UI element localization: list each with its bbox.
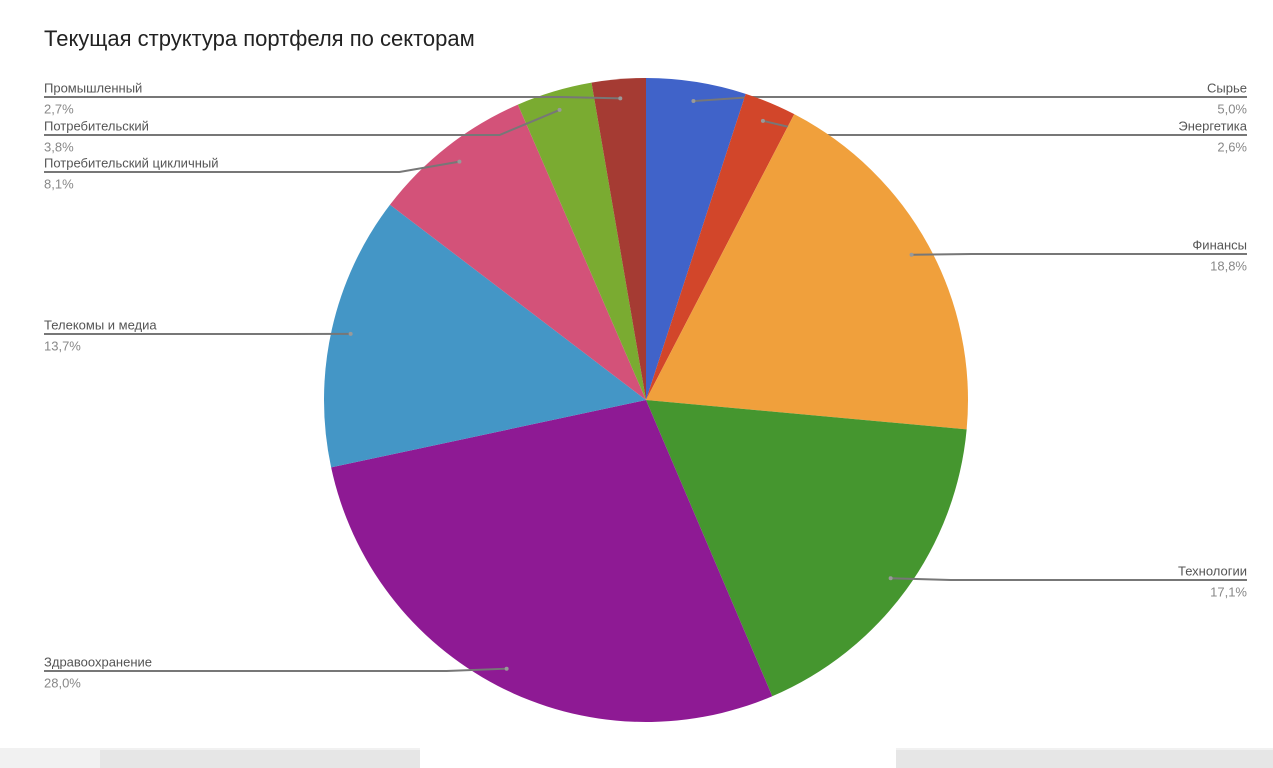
slice-value-label: 13,7% — [44, 338, 81, 353]
slice-label: Сырье — [1207, 80, 1247, 95]
pie-slice — [591, 78, 646, 400]
pie-slice — [646, 400, 967, 697]
pie-slice — [646, 93, 795, 400]
slice-label: Телекомы и медиа — [44, 317, 157, 332]
leader-dot — [457, 159, 462, 164]
pie-slice — [646, 78, 746, 400]
chart-title: Текущая структура портфеля по секторам — [44, 26, 475, 51]
slice-value-label: 28,0% — [44, 675, 81, 690]
slice-label: Технологии — [1178, 563, 1247, 578]
leader-dot — [888, 576, 893, 581]
leader-line — [890, 577, 1247, 581]
leader-dot — [348, 331, 353, 336]
leader-dot — [557, 107, 562, 112]
pie-slice — [517, 82, 646, 401]
pie-slice — [331, 400, 773, 722]
leader-line — [44, 109, 560, 136]
pie-slice — [389, 104, 646, 401]
slice-label: Здравоохранение — [44, 654, 152, 669]
slice-value-label: 2,6% — [1217, 139, 1247, 154]
leader-dot — [760, 118, 765, 123]
tab — [100, 750, 420, 768]
slice-value-label: 8,1% — [44, 176, 74, 191]
slice-label: Энергетика — [1178, 118, 1247, 133]
tab-active — [420, 748, 896, 768]
pie-slice — [324, 204, 646, 468]
leader-dot — [691, 99, 696, 104]
leader-line — [44, 96, 621, 100]
pie-slice — [646, 114, 968, 430]
slice-label: Потребительский — [44, 118, 149, 133]
leader-line — [693, 96, 1247, 103]
slice-value-label: 5,0% — [1217, 101, 1247, 116]
tab — [896, 750, 1273, 768]
slice-label: Финансы — [1192, 237, 1247, 252]
leader-line — [44, 160, 460, 173]
slice-value-label: 3,8% — [44, 139, 74, 154]
leader-dot — [504, 666, 509, 671]
leader-line — [762, 119, 1247, 136]
slice-label: Потребительский цикличный — [44, 155, 219, 170]
leader-dot — [909, 252, 914, 257]
slice-label: Промышленный — [44, 80, 142, 95]
leader-line — [44, 667, 507, 672]
leader-dot — [618, 96, 623, 101]
leader-line — [911, 253, 1247, 256]
slice-value-label: 17,1% — [1210, 584, 1247, 599]
slice-value-label: 2,7% — [44, 101, 74, 116]
slice-value-label: 18,8% — [1210, 258, 1247, 273]
